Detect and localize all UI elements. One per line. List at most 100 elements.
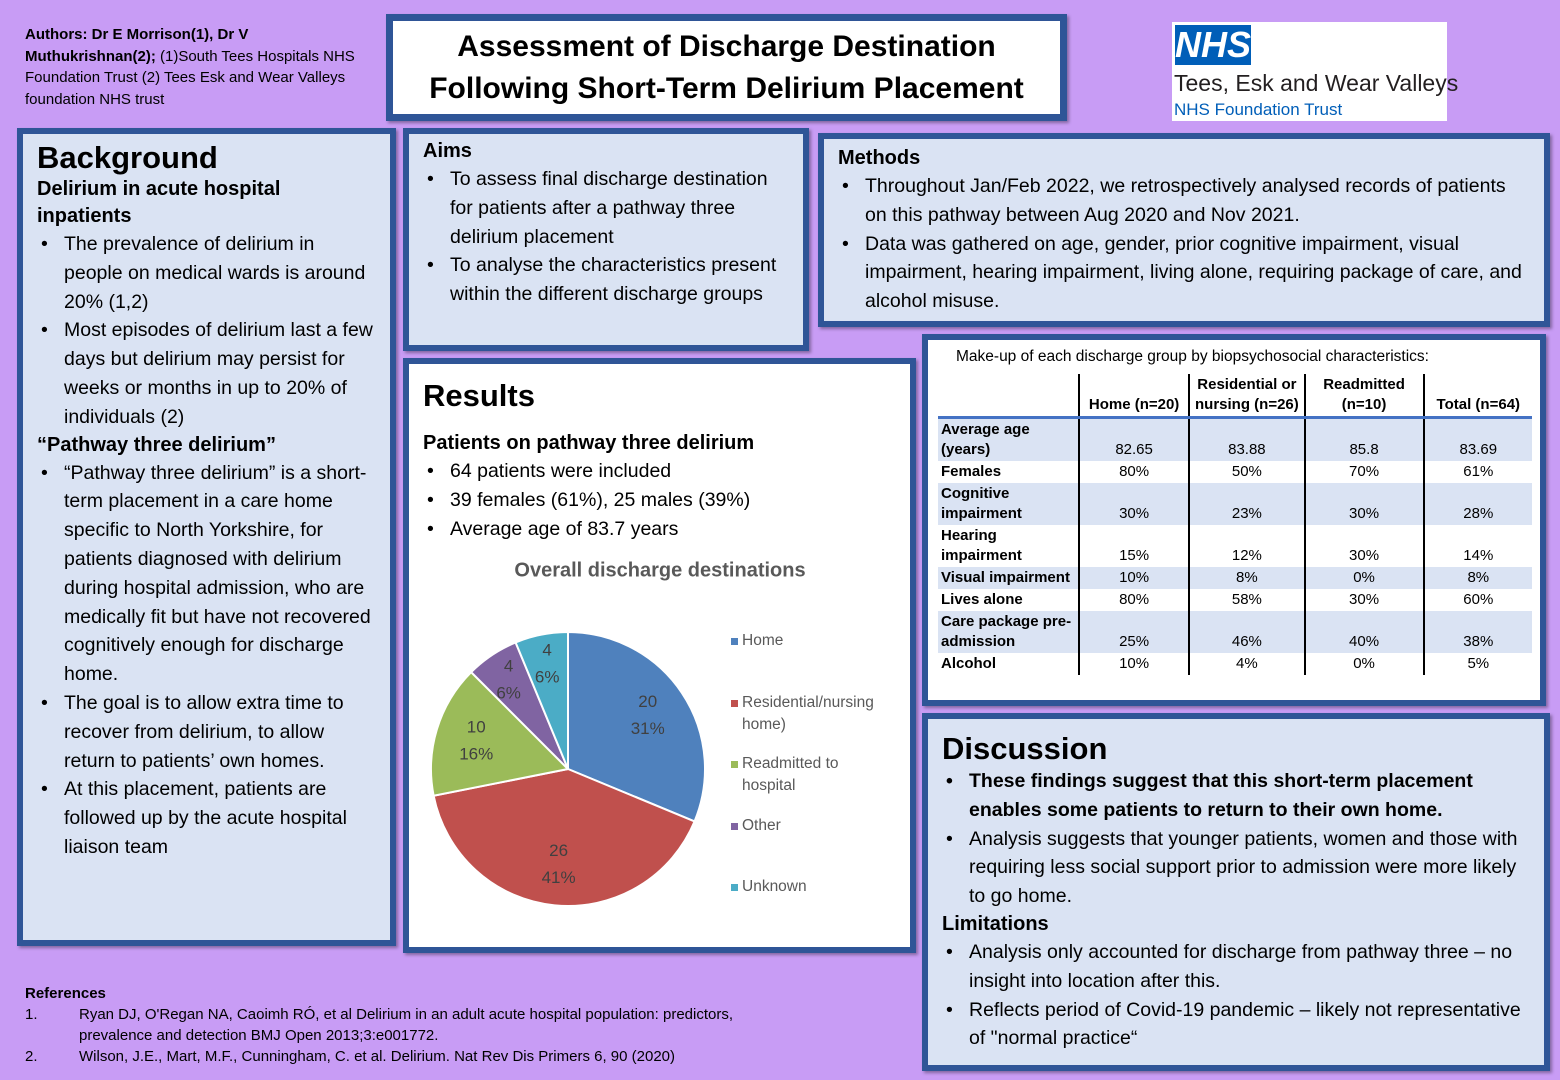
bullet-item: Reflects period of Covid-19 pandemic – l…: [942, 996, 1530, 1054]
header-cell: [938, 374, 1080, 419]
legend-swatch: [731, 822, 738, 830]
bullet-list: Throughout Jan/Feb 2022, we retrospectiv…: [838, 172, 1530, 316]
table-row: Visual impairment 10% 8% 0% 8%: [938, 567, 1532, 589]
nhs-mark: NHS: [1175, 24, 1252, 65]
subheading: Patients on pathway three delirium: [423, 432, 755, 454]
legend-swatch: [731, 699, 738, 707]
bullet-list: 64 patients were included39 females (61%…: [423, 457, 896, 543]
table-cell: 0%: [1304, 567, 1425, 589]
reference-num: 2.: [25, 1048, 38, 1065]
heading: Results: [423, 378, 535, 413]
table-cell: 15%: [1078, 525, 1191, 567]
subheading: Delirium in acute hospital inpatients: [37, 178, 281, 227]
bullet-list: These findings suggest that this short-t…: [942, 767, 1530, 911]
trust-sub: NHS Foundation Trust: [1174, 100, 1343, 119]
table-cell: Average age (years): [938, 417, 1080, 461]
legend-swatch: [731, 638, 738, 645]
reference: 2. Wilson, J.E., Mart, M.F., Cunningham, …: [25, 1046, 785, 1067]
table-cell: 80%: [1078, 461, 1191, 483]
table-cell: 30%: [1304, 483, 1425, 525]
table-cell: 70%: [1304, 461, 1425, 483]
table-cell: 4%: [1189, 653, 1306, 675]
table-row: Lives alone 80% 58% 30% 60%: [938, 589, 1532, 611]
bullet-item: 39 females (61%), 25 males (39%): [423, 486, 896, 515]
table-cell: Cognitive impairment: [938, 483, 1080, 525]
bullet-item: The goal is to allow extra time to recov…: [37, 689, 376, 775]
data-label: 41%: [542, 868, 576, 887]
bullet-list: Analysis only accounted for discharge fr…: [942, 938, 1530, 1053]
references: References 1. Ryan DJ, O'Regan NA, Caoimh…: [25, 983, 785, 1067]
table-cell: Hearing impairment: [938, 525, 1080, 567]
reference-num: 1.: [25, 1006, 38, 1023]
data-label: 4: [504, 657, 513, 676]
table-cell: 82.65: [1078, 417, 1191, 461]
title-box: Assessment of Discharge Destination Foll…: [386, 14, 1067, 121]
reference: 1. Ryan DJ, O'Regan NA, Caoimh RÓ, et al …: [25, 1004, 785, 1046]
header-row: Home (n=20) Residential or nursing (n=26)…: [938, 374, 1532, 419]
trust-name: Tees, Esk and Wear Valleys: [1174, 70, 1459, 96]
legend-label: Home: [742, 632, 784, 649]
reference-text: Ryan DJ, O'Regan NA, Caoimh RÓ, et al De…: [79, 1006, 734, 1044]
table-cell: 60%: [1463, 591, 1494, 608]
data-label: 6%: [535, 668, 560, 687]
table-cell: 28%: [1423, 483, 1532, 525]
table-cell: 80%: [1078, 589, 1191, 611]
table-cell: 14%: [1463, 547, 1494, 564]
table-cell: Care package pre-admission: [938, 611, 1080, 653]
pie-slice: [432, 767, 696, 907]
data-label: 4: [542, 641, 551, 660]
table-cell: 12%: [1189, 525, 1306, 567]
table-cell: 8%: [1423, 567, 1532, 589]
table-row: Care package pre-admission 25% 46% 40% 38%: [938, 611, 1532, 653]
reference-list: 1. Ryan DJ, O'Regan NA, Caoimh RÓ, et al …: [25, 1004, 785, 1067]
table: Home (n=20) Residential or nursing (n=26)…: [938, 374, 1532, 675]
legend-label: Other: [742, 816, 781, 834]
table-cell: 40%: [1304, 611, 1425, 653]
bullet-item: Average age of 83.7 years: [423, 515, 896, 544]
pie-slice: [430, 670, 571, 797]
table-row: Females 80% 50% 70% 61%: [938, 461, 1532, 483]
heading: Background: [37, 140, 218, 175]
table-cell: 61%: [1463, 463, 1494, 480]
data-label: 20: [638, 692, 657, 711]
table-panel: Make-up of each discharge group by biops…: [922, 334, 1546, 706]
table-cell: 83.69: [1423, 417, 1532, 461]
bullet-item: Most episodes of delirium last a few day…: [37, 316, 376, 431]
table-cell: 10%: [1078, 567, 1191, 589]
pie-slice: [567, 630, 706, 823]
bullet-item: At this placement, patients are followed…: [37, 775, 376, 861]
table-cell: 46%: [1189, 611, 1306, 653]
legend-label: Readmitted to hospital: [742, 755, 839, 794]
legend-label: Unknown: [742, 878, 807, 895]
bullet-item: Analysis only accounted for discharge fr…: [942, 938, 1530, 996]
bullet-item: 64 patients were included: [423, 457, 896, 486]
data-label: 31%: [631, 719, 665, 738]
header-cell: Total (n=64): [1423, 374, 1532, 419]
table-row: Hearing impairment 15% 12% 30% 14%: [938, 525, 1532, 567]
discussion-panel: Discussion These findings suggest that t…: [922, 713, 1550, 1071]
header-cell: Readmitted (n=10): [1304, 374, 1425, 419]
bullet-item: To assess final discharge destination fo…: [423, 165, 789, 251]
table-cell: 23%: [1189, 483, 1306, 525]
data-label: 26: [549, 841, 568, 860]
bullet-list: The prevalence of delirium in people on …: [37, 230, 376, 432]
table-cell: 0%: [1304, 653, 1425, 675]
data-label: 16%: [459, 745, 493, 764]
table-cell: Alcohol: [938, 653, 1080, 675]
reference-text: Wilson, J.E., Mart, M.F., Cunningham, C.…: [79, 1048, 676, 1065]
logo: NHS Tees, Esk and Wear Valleys NHS Found…: [1172, 22, 1458, 121]
legend-swatch: [731, 761, 738, 768]
table-cell: 38%: [1423, 611, 1532, 653]
header-cell: Home (n=20): [1078, 374, 1191, 419]
bullet-item: Data was gathered on age, gender, prior …: [838, 230, 1530, 316]
legend-swatch: [731, 884, 738, 891]
aims-panel: Aims To assess final discharge destinati…: [403, 128, 809, 351]
subheading: Limitations: [942, 912, 1049, 935]
bullet-item: To analyse the characteristics present w…: [423, 251, 789, 309]
table-cell: 25%: [1078, 611, 1191, 653]
table-cell: 10%: [1078, 653, 1191, 675]
bullet-list: “Pathway three delirium” is a short-term…: [37, 459, 376, 862]
bullet-item: These findings suggest that this short-t…: [942, 767, 1530, 825]
